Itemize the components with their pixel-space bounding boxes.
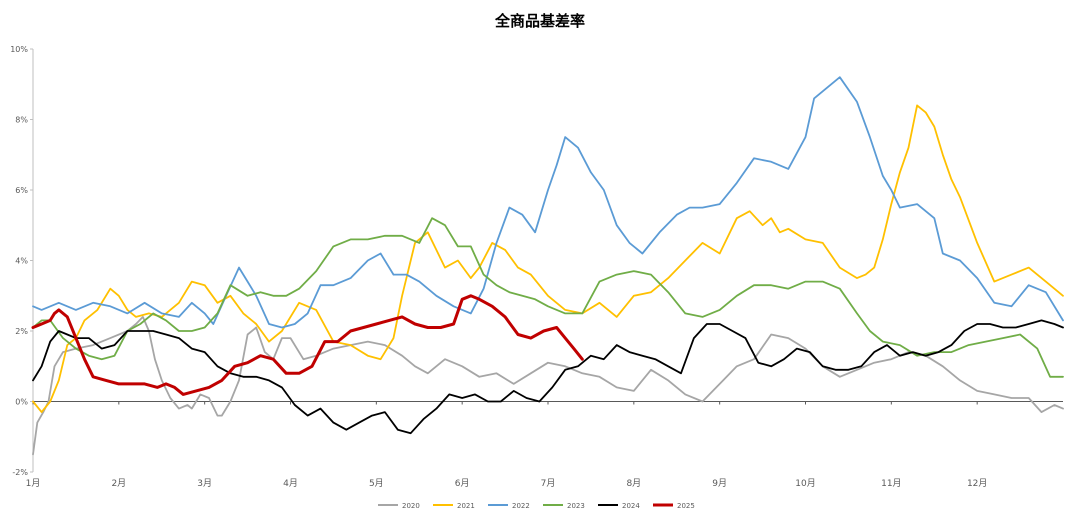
series-line-2021 bbox=[32, 104, 1064, 414]
x-tick-label: 7月 bbox=[541, 478, 556, 489]
legend-label-2025: 2025 bbox=[677, 502, 695, 510]
x-tick-label: 3月 bbox=[197, 478, 212, 489]
y-tick-label: 4% bbox=[15, 257, 28, 266]
x-tick-label: 2月 bbox=[111, 478, 126, 489]
plot-lines bbox=[31, 76, 1064, 456]
x-tick-label: 12月 bbox=[967, 478, 987, 489]
y-tick-label: 8% bbox=[15, 116, 28, 125]
series-line-2023 bbox=[32, 217, 1064, 378]
x-tick-label: 8月 bbox=[626, 478, 641, 489]
legend-label-2020: 2020 bbox=[402, 502, 420, 510]
y-tick-label: 6% bbox=[15, 186, 28, 195]
legend-label-2024: 2024 bbox=[622, 502, 640, 510]
x-tick-label: 4月 bbox=[283, 478, 298, 489]
y-tick-label: 10% bbox=[10, 45, 28, 54]
x-tick-label: 9月 bbox=[712, 478, 727, 489]
legend-label-2022: 2022 bbox=[512, 502, 530, 510]
series-line-2025 bbox=[31, 294, 584, 396]
x-tick-label: 10月 bbox=[795, 478, 815, 489]
chart-title: 全商品基差率 bbox=[494, 12, 585, 30]
legend-label-2021: 2021 bbox=[457, 502, 475, 510]
y-tick-label: 0% bbox=[15, 398, 28, 407]
series-line-2020 bbox=[32, 315, 1064, 456]
axes: -2% 0% 2% 4% 6% 8% 10% 1月 2月 3月 4月 5月 6月 7月 8月 9月 10月 11月… bbox=[10, 45, 1063, 489]
x-tick-label: 6月 bbox=[455, 478, 470, 489]
y-tick-label: 2% bbox=[15, 327, 28, 336]
x-tick-label: 1月 bbox=[26, 478, 41, 489]
x-tick-label: 11月 bbox=[881, 478, 901, 489]
legend-label-2023: 2023 bbox=[567, 502, 585, 510]
series-line-2024 bbox=[32, 319, 1064, 435]
y-tick-label: -2% bbox=[12, 468, 28, 477]
legend: 2020 2021 2022 2023 2024 2025 bbox=[378, 502, 695, 510]
series-line-2022 bbox=[32, 76, 1064, 329]
x-tick-label: 5月 bbox=[369, 478, 384, 489]
